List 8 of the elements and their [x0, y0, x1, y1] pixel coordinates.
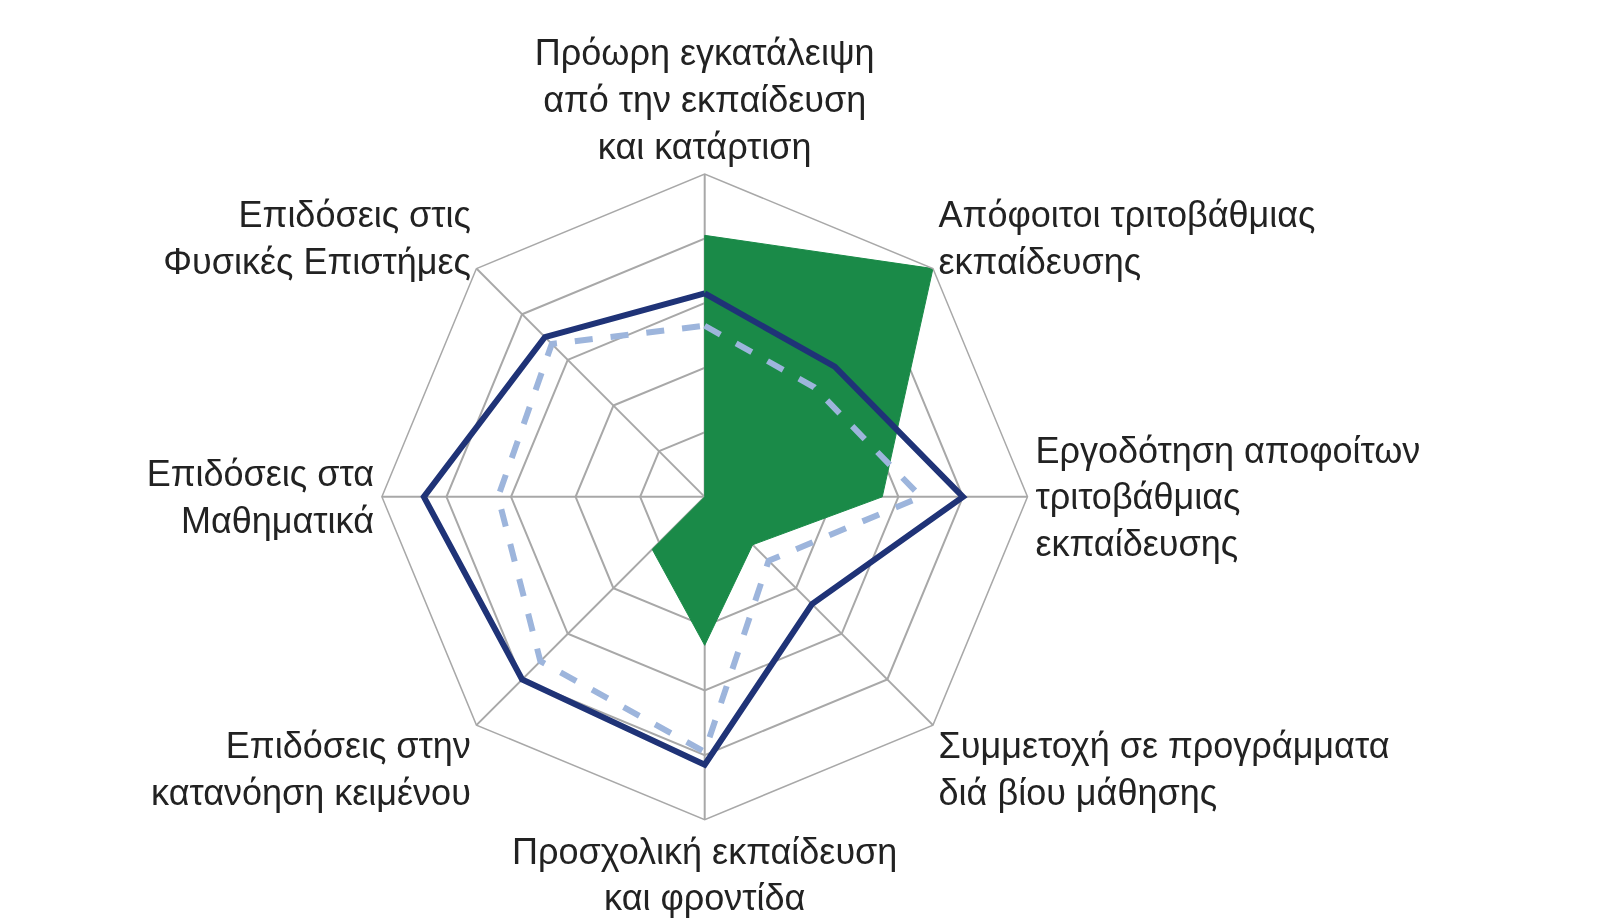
spoke-label: Επιδόσεις στην κατανόηση κειμένου [151, 725, 471, 814]
spoke-label: Απόφοιτοι τριτοβάθμιας εκπαίδευσης [938, 193, 1316, 282]
spoke-label: Επιδόσεις στις Φυσικές Επιστήμες [163, 193, 471, 282]
spoke-label: Συμμετοχή σε προγράμματα διά βίου μάθησης [938, 725, 1390, 814]
spoke-label: Πρόωρη εγκατάλειψη από την εκπαίδευση και κατάρτιση [534, 32, 875, 167]
spoke-label: Επιδόσεις στα Μαθηματικά [146, 453, 374, 541]
spoke-label: Εργοδότηση αποφοίτων τριτοβάθμιας εκπαίδευσης [1035, 429, 1421, 565]
spoke-label: Προσχολική εκπαίδευση και φροντίδα [512, 830, 898, 919]
